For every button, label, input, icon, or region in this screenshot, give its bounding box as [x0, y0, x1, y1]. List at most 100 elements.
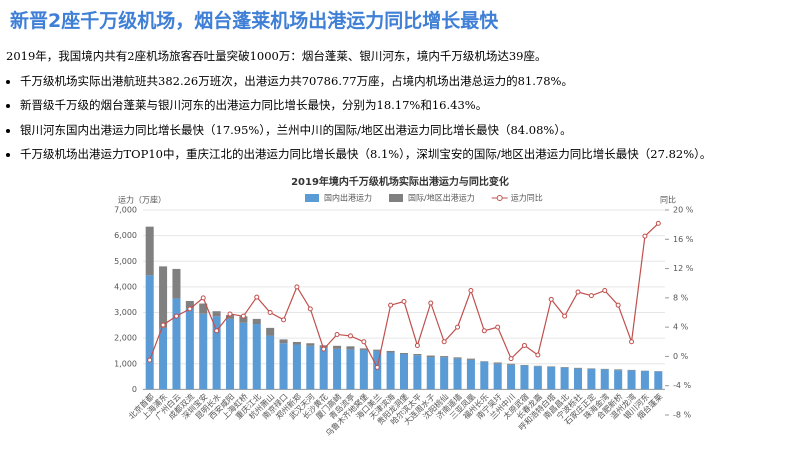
bar — [279, 339, 288, 344]
line — [149, 222, 659, 370]
line-marker — [160, 322, 166, 328]
bar — [547, 366, 556, 367]
bar — [466, 358, 475, 360]
line-marker — [562, 313, 568, 319]
bar — [306, 343, 315, 346]
y-tick-label: 7,000 — [114, 206, 137, 215]
bar — [252, 324, 261, 390]
bullet: 新晋级千万级的烟台蓬莱与银川河东的出港运力同比增长最快，分别为18.17%和16… — [20, 93, 711, 118]
line-marker — [374, 364, 380, 370]
line-marker — [254, 294, 260, 300]
y2-tick-label: -8 % — [673, 411, 692, 420]
bar — [600, 368, 609, 370]
bar — [466, 359, 475, 390]
bar — [346, 349, 355, 390]
y-tick-label: 6,000 — [114, 231, 137, 240]
y2-tick-label: 4 % — [673, 323, 689, 332]
bar — [199, 313, 208, 390]
bullet: 银川河东国内出港运力同比增长最快（17.95%），兰州中川的国际/地区出港运力同… — [20, 118, 711, 143]
bar — [640, 370, 649, 390]
bar — [614, 370, 623, 390]
bar — [413, 354, 422, 356]
bar — [560, 367, 569, 368]
y2-axis-label: 同比 — [660, 195, 676, 205]
y-tick-label: 3,000 — [114, 308, 137, 317]
legend-label: 运力同比 — [511, 193, 543, 203]
y-tick-label: 2,000 — [114, 334, 137, 343]
line-marker — [508, 356, 514, 362]
y-tick-label: 4,000 — [114, 282, 137, 291]
line-marker — [548, 296, 554, 302]
line-marker — [200, 295, 206, 301]
bar — [426, 357, 435, 390]
bar — [386, 352, 395, 390]
y-tick-label: 5,000 — [114, 257, 137, 266]
bar — [359, 349, 368, 390]
bar — [560, 367, 569, 390]
line-marker — [495, 324, 501, 330]
bar — [493, 363, 502, 390]
bar — [480, 361, 489, 362]
line-marker — [214, 328, 220, 334]
line-marker — [455, 324, 461, 330]
y2-tick-label: 20 % — [673, 206, 694, 215]
line-marker — [294, 284, 300, 290]
bar — [333, 348, 342, 390]
chart-title: 2019年境内千万级机场实际出港运力与同比变化 — [291, 175, 509, 188]
bar — [373, 349, 382, 351]
bar — [520, 365, 529, 390]
bar — [239, 316, 248, 323]
line-marker — [321, 346, 327, 352]
legend-swatch — [389, 194, 403, 202]
bar — [185, 308, 194, 390]
bar — [252, 318, 261, 325]
y-tick-label: 1,000 — [114, 359, 137, 368]
bar — [279, 343, 288, 390]
bar — [199, 303, 208, 314]
bar — [587, 368, 596, 390]
bar — [573, 368, 583, 390]
y-axis-label: 运力（万座） — [118, 195, 166, 205]
bar — [453, 358, 462, 390]
bar — [333, 345, 342, 349]
bar — [440, 357, 449, 390]
bar — [239, 322, 248, 390]
line-marker — [428, 300, 434, 306]
y2-tick-label: 0 % — [673, 352, 689, 361]
legend-swatch — [305, 194, 319, 202]
bar — [359, 348, 368, 350]
y-tick-label: 0 — [132, 385, 137, 394]
line-marker — [388, 302, 394, 308]
legend-label: 国际/地区出港运力 — [408, 193, 475, 203]
line-marker — [629, 339, 635, 345]
bar — [159, 266, 168, 328]
line-marker — [615, 302, 621, 308]
line-marker — [187, 306, 193, 312]
line-marker — [481, 328, 487, 334]
bar — [319, 347, 328, 390]
bar — [306, 345, 315, 390]
bar — [159, 327, 168, 390]
line-marker — [307, 306, 313, 312]
bar — [399, 352, 409, 355]
line-marker — [642, 233, 648, 239]
bar — [292, 344, 301, 390]
bar — [292, 341, 301, 345]
bar — [533, 366, 542, 390]
bar — [266, 327, 275, 336]
bar — [480, 361, 489, 390]
line-marker — [655, 220, 661, 226]
bullet: 千万级机场实际出港航班共382.26万班次，出港运力共70786.77万座，占境… — [20, 69, 711, 94]
bar — [573, 367, 583, 369]
line-marker — [468, 288, 474, 294]
bar — [627, 369, 636, 371]
bar — [493, 362, 502, 364]
line-marker — [347, 333, 353, 339]
intro: 2019年，我国境内共有2座机场旅客吞吐量突破1000万：烟台蓬莱、银川河东，境… — [6, 49, 547, 63]
text-block: 2019年，我国境内共有2座机场旅客吞吐量突破1000万：烟台蓬莱、银川河东，境… — [6, 44, 711, 167]
line-marker — [267, 310, 273, 315]
bar — [185, 300, 194, 309]
bar — [600, 369, 609, 390]
y2-tick-label: 8 % — [673, 293, 689, 302]
bar — [520, 365, 529, 366]
